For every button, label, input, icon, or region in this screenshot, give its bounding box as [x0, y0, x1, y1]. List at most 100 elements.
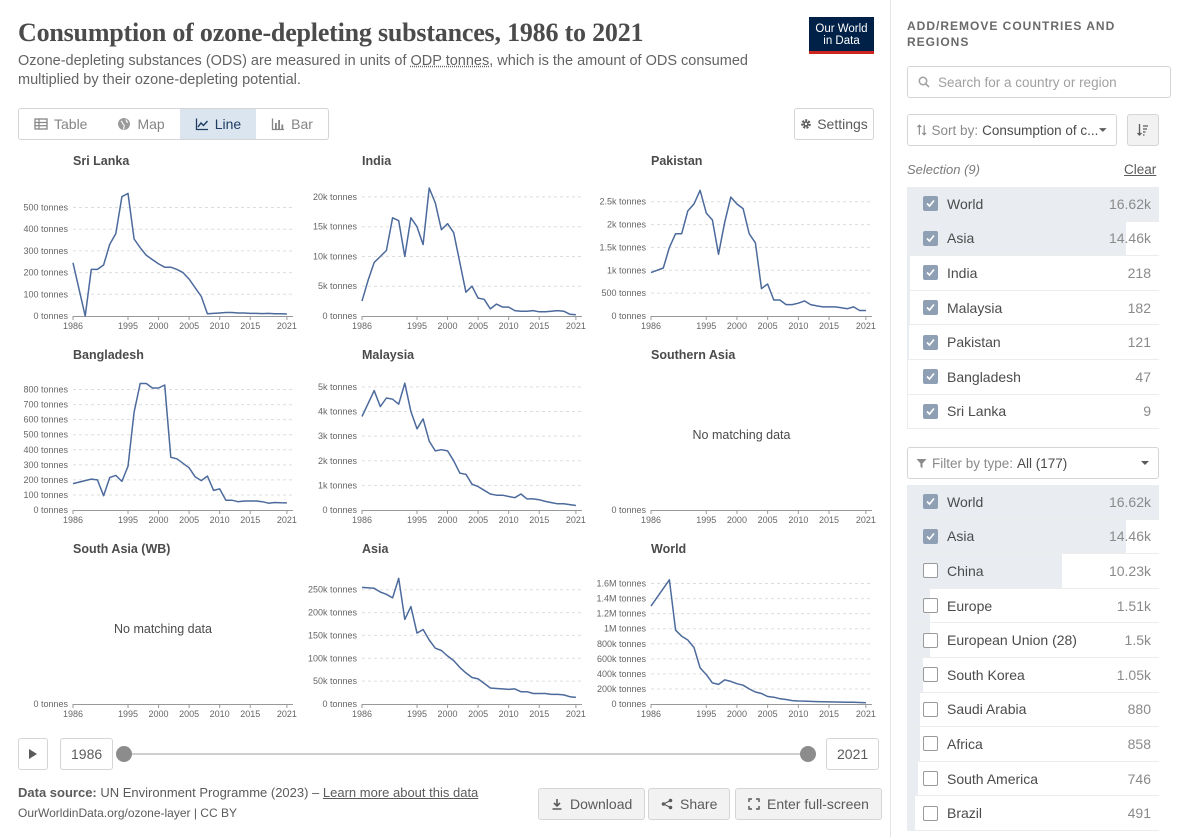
timeline-track[interactable]	[123, 753, 809, 755]
entity-row[interactable]: Bangladesh 47	[907, 359, 1159, 395]
share-button[interactable]: Share	[648, 788, 731, 820]
x-tick-label: 1995	[696, 709, 716, 719]
timeline-start-handle[interactable]	[116, 746, 132, 762]
series-line[interactable]	[650, 189, 866, 312]
entity-row[interactable]: Malaysia 182	[907, 290, 1159, 326]
entity-checkbox[interactable]	[923, 403, 938, 419]
series-line[interactable]	[361, 577, 576, 699]
chart-title: India	[362, 154, 392, 168]
entity-checkbox[interactable]	[923, 265, 938, 281]
source-url[interactable]: OurWorldinData.org/ozone-layer | CC BY	[18, 806, 237, 820]
timeline-start-year[interactable]: 1986	[60, 738, 114, 770]
country-search-input[interactable]: Search for a country or region	[907, 66, 1171, 98]
entity-checkbox[interactable]	[923, 736, 938, 752]
x-tick-label: 2000	[438, 515, 458, 525]
series-line[interactable]	[72, 382, 287, 504]
sort-direction-button[interactable]	[1127, 114, 1159, 146]
entity-row[interactable]: Pakistan 121	[907, 325, 1159, 360]
download-button[interactable]: Download	[538, 788, 646, 820]
entity-checkbox[interactable]	[923, 300, 938, 316]
y-tick-label: 300 tonnes	[23, 460, 68, 470]
entity-row[interactable]: World 16.62k	[907, 485, 1159, 520]
owid-logo[interactable]: Our World in Data	[809, 17, 874, 54]
entity-checkbox[interactable]	[923, 805, 938, 821]
entity-name: South Korea	[947, 666, 1025, 683]
entity-row[interactable]: Brazil 491	[907, 796, 1159, 831]
settings-button[interactable]: Settings	[794, 108, 874, 140]
entity-checkbox[interactable]	[923, 563, 938, 579]
timeline-end-year[interactable]: 2021	[826, 738, 880, 770]
x-tick-label: 2021	[856, 709, 876, 719]
entity-row[interactable]: Asia 14.46k	[907, 221, 1159, 257]
entity-checkbox[interactable]	[923, 632, 938, 648]
check-icon	[926, 373, 935, 381]
chevron-down-icon	[1099, 128, 1108, 132]
entity-row[interactable]: Europe 1.51k	[907, 588, 1159, 624]
series-line[interactable]	[361, 187, 576, 316]
entity-checkbox[interactable]	[923, 667, 938, 683]
entity-checkbox[interactable]	[923, 196, 938, 212]
x-tick-label: 2021	[566, 709, 586, 719]
entity-checkbox[interactable]	[923, 334, 938, 350]
no-data-label: No matching data	[693, 428, 791, 442]
check-icon	[926, 338, 935, 346]
entity-row[interactable]: South America 746	[907, 761, 1159, 797]
entity-value: 14.46k	[1108, 528, 1151, 545]
tab-line[interactable]: Line	[179, 109, 257, 139]
y-tick-label: 5k tonnes	[318, 382, 358, 392]
odp-tonnes-link[interactable]: ODP tonnes	[410, 53, 490, 69]
x-tick-label: 2021	[277, 321, 297, 331]
check-icon	[926, 532, 935, 541]
filter-value: All (177)	[1017, 455, 1068, 471]
tab-map[interactable]: Map	[102, 109, 179, 139]
data-source: Data source: UN Environment Programme (2…	[18, 785, 478, 800]
entity-name: Africa	[947, 735, 983, 752]
entity-row[interactable]: Asia 14.46k	[907, 519, 1159, 555]
x-tick-label: 2015	[529, 515, 549, 525]
entity-checkbox[interactable]	[923, 494, 938, 510]
entity-checkbox[interactable]	[923, 771, 938, 787]
entity-checkbox[interactable]	[923, 230, 938, 246]
entity-checkbox[interactable]	[923, 528, 938, 544]
tab-bar[interactable]: Bar	[256, 109, 328, 139]
sort-dropdown[interactable]: Sort by: Consumption of c...	[907, 114, 1117, 146]
timeline-end-handle[interactable]	[800, 746, 816, 762]
y-tick-label: 700 tonnes	[23, 400, 68, 410]
entity-row[interactable]: European Union (28) 1.5k	[907, 623, 1159, 658]
entity-checkbox[interactable]	[923, 598, 938, 614]
entity-row[interactable]: Africa 858	[907, 727, 1159, 762]
entity-row[interactable]: China 10.23k	[907, 554, 1159, 589]
y-tick-label: 250k tonnes	[308, 585, 358, 595]
chart-title: Bangladesh	[73, 348, 144, 362]
y-tick-label: 600 tonnes	[23, 415, 68, 425]
entity-name: European Union (28)	[947, 632, 1077, 649]
x-tick-label: 2010	[210, 709, 230, 719]
clear-selection-button[interactable]: Clear	[1124, 162, 1157, 177]
entity-checkbox[interactable]	[923, 369, 938, 385]
entity-row[interactable]: World 16.62k	[907, 187, 1159, 222]
entity-value: 880	[1127, 701, 1151, 718]
entity-row[interactable]: Sri Lanka 9	[907, 394, 1159, 430]
x-tick-label: 1995	[407, 321, 427, 331]
y-tick-label: 300 tonnes	[23, 246, 68, 256]
series-line[interactable]	[72, 192, 287, 317]
learn-more-link[interactable]: Learn more about this data	[322, 785, 479, 800]
entity-name: Brazil	[947, 805, 983, 822]
entity-checkbox[interactable]	[923, 701, 938, 717]
x-tick-label: 2005	[758, 321, 778, 331]
fullscreen-button[interactable]: Enter full-screen	[735, 788, 882, 820]
entity-value: 16.62k	[1108, 493, 1151, 510]
series-line[interactable]	[650, 579, 866, 704]
y-tick-label: 0 tonnes	[322, 699, 357, 709]
filter-type-dropdown[interactable]: Filter by type: All (177)	[907, 447, 1159, 479]
entity-row[interactable]: India 218	[907, 256, 1159, 291]
y-tick-label: 800k tonnes	[597, 639, 647, 649]
play-button[interactable]	[18, 738, 48, 770]
entity-row[interactable]: Saudi Arabia 880	[907, 692, 1159, 728]
x-tick-label: 1986	[352, 321, 372, 331]
entity-row[interactable]: South Korea 1.05k	[907, 657, 1159, 693]
series-line[interactable]	[361, 382, 577, 507]
entity-name: Sri Lanka	[947, 403, 1007, 420]
tab-table[interactable]: Table	[19, 109, 102, 139]
source-label: Data source:	[18, 785, 97, 800]
